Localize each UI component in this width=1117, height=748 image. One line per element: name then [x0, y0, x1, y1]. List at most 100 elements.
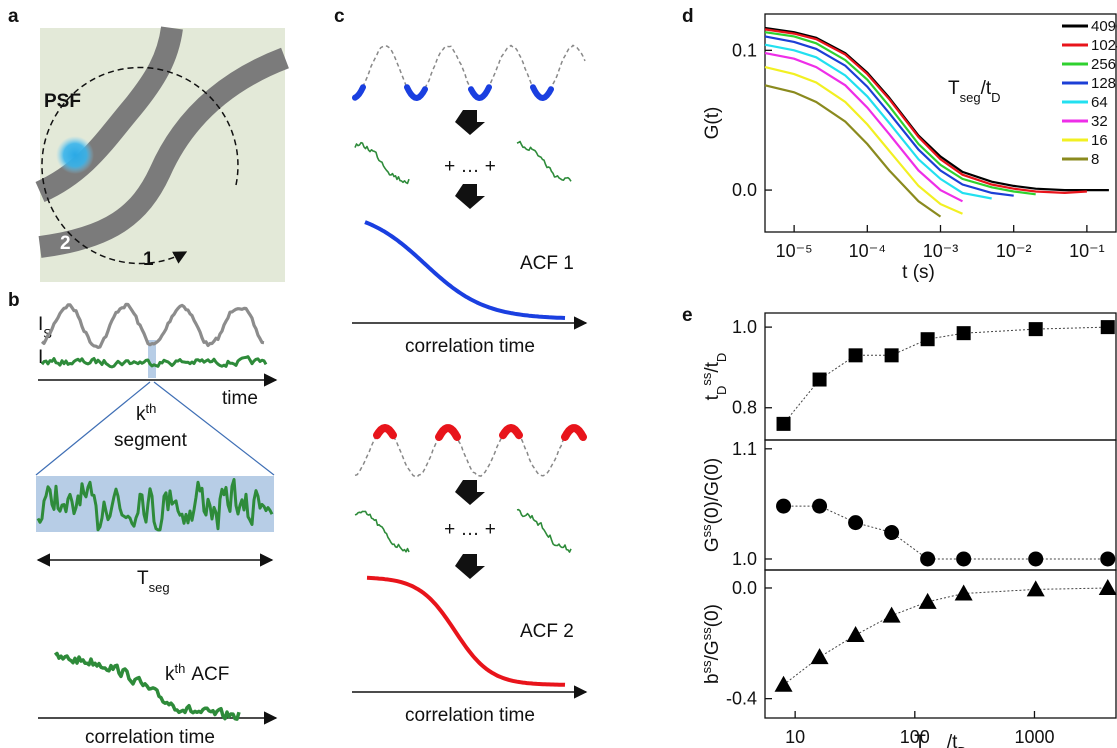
marker [884, 525, 900, 541]
illustration [352, 84, 554, 101]
illustration [364, 220, 566, 320]
y-axis-label: Gss(0)/G(0) [699, 458, 724, 552]
step-arrow [455, 184, 485, 209]
acf-label: kth ACF [165, 661, 229, 686]
acf-label: ACF 2 [520, 621, 574, 642]
data-line [764, 52, 963, 203]
marker [954, 584, 973, 601]
step-arrow [455, 480, 485, 505]
label-part: k [165, 664, 175, 685]
segment-label: kth [136, 401, 156, 426]
track-label: 1 [143, 249, 154, 270]
segment-highlight [148, 340, 156, 378]
step-arrow [455, 110, 485, 135]
x-tick-label: 10⁻² [996, 241, 1032, 261]
label-part: th [146, 401, 157, 416]
marker [882, 606, 901, 623]
illustration [516, 508, 572, 553]
zoom-line [153, 381, 275, 476]
panel-letter: b [8, 290, 20, 311]
data-line [764, 66, 963, 215]
intensity-label: I [38, 347, 43, 368]
illustration [53, 651, 241, 721]
signal-label: IS [38, 314, 52, 341]
y-tick-label: 0.0 [732, 578, 757, 598]
label-part: /G [702, 640, 723, 660]
illustration [40, 302, 265, 349]
label-part: k [136, 404, 146, 425]
legend-title: Tseg/tD [948, 78, 1001, 105]
label-part: D [714, 353, 729, 362]
label-part: (0) [702, 604, 723, 627]
marker [1028, 322, 1043, 337]
label-part: T [914, 732, 926, 748]
y-tick-label: 0.0 [732, 180, 757, 200]
psf-spot [56, 136, 94, 174]
psf-label: PSF [44, 91, 81, 112]
y-tick-label: 0.1 [732, 40, 757, 60]
illustration [366, 575, 566, 687]
label-part: th [175, 661, 186, 676]
sum-label: + … + [444, 519, 496, 540]
marker [1098, 578, 1117, 595]
axis-label: time [222, 388, 258, 409]
label-part: ss [699, 372, 714, 386]
axis-label: correlation time [405, 336, 535, 357]
data-line [764, 31, 1036, 196]
label-part: D [714, 386, 729, 395]
y-axis-label: G(t) [702, 107, 723, 140]
label-part: D [991, 90, 1000, 105]
x-tick-label: 10⁻⁴ [849, 241, 886, 261]
label-part: seg [960, 90, 981, 105]
legend-label: 8 [1091, 151, 1099, 168]
x-tick-label: 10⁻³ [923, 241, 959, 261]
scan-path [41, 66, 239, 265]
label-part: ss [699, 660, 714, 674]
step-arrow [455, 554, 485, 579]
y-axis-label: tDss/tD [699, 353, 729, 401]
illustration [354, 510, 410, 553]
x-tick-label: 100 [900, 727, 930, 747]
illustration [373, 424, 587, 441]
legend-label: 64 [1091, 94, 1108, 111]
marker [920, 332, 935, 347]
marker [848, 348, 863, 363]
label-part: ss [699, 627, 714, 641]
label-part: (0)/G(0) [702, 458, 723, 525]
panel-letter: d [682, 6, 694, 27]
data-line [764, 84, 942, 218]
connector [783, 587, 1108, 686]
illustration [354, 426, 586, 478]
legend-label: 1024 [1091, 37, 1117, 54]
x-axis-label: t (s) [902, 262, 935, 283]
label-part: b [702, 673, 723, 684]
x-tick-label: 10⁻⁵ [776, 241, 813, 261]
marker [920, 551, 936, 567]
connector [783, 326, 1108, 425]
legend-label: 128 [1091, 75, 1116, 92]
y-tick-label: 1.0 [732, 317, 757, 337]
axis-label: correlation time [85, 727, 215, 748]
label-part: G [702, 537, 723, 552]
zoom-line [35, 381, 151, 476]
marker [810, 648, 829, 665]
y-tick-label: 1.1 [732, 439, 757, 459]
label-part: /t [702, 361, 723, 372]
x-tick-label: 10⁻¹ [1069, 241, 1105, 261]
legend-label: 4096 [1091, 18, 1117, 35]
legend-label: 256 [1091, 56, 1116, 73]
data-line [764, 28, 1087, 195]
marker [848, 515, 864, 531]
label-part: ACF [191, 664, 229, 685]
marker [884, 348, 899, 363]
marker [956, 551, 972, 567]
panel-letter: a [8, 6, 19, 27]
data-line [764, 43, 992, 200]
y-tick-label: 0.8 [732, 398, 757, 418]
marker [776, 498, 792, 514]
marker [1028, 551, 1044, 567]
panel-letter: e [682, 305, 693, 326]
label-part: seg [149, 580, 170, 595]
